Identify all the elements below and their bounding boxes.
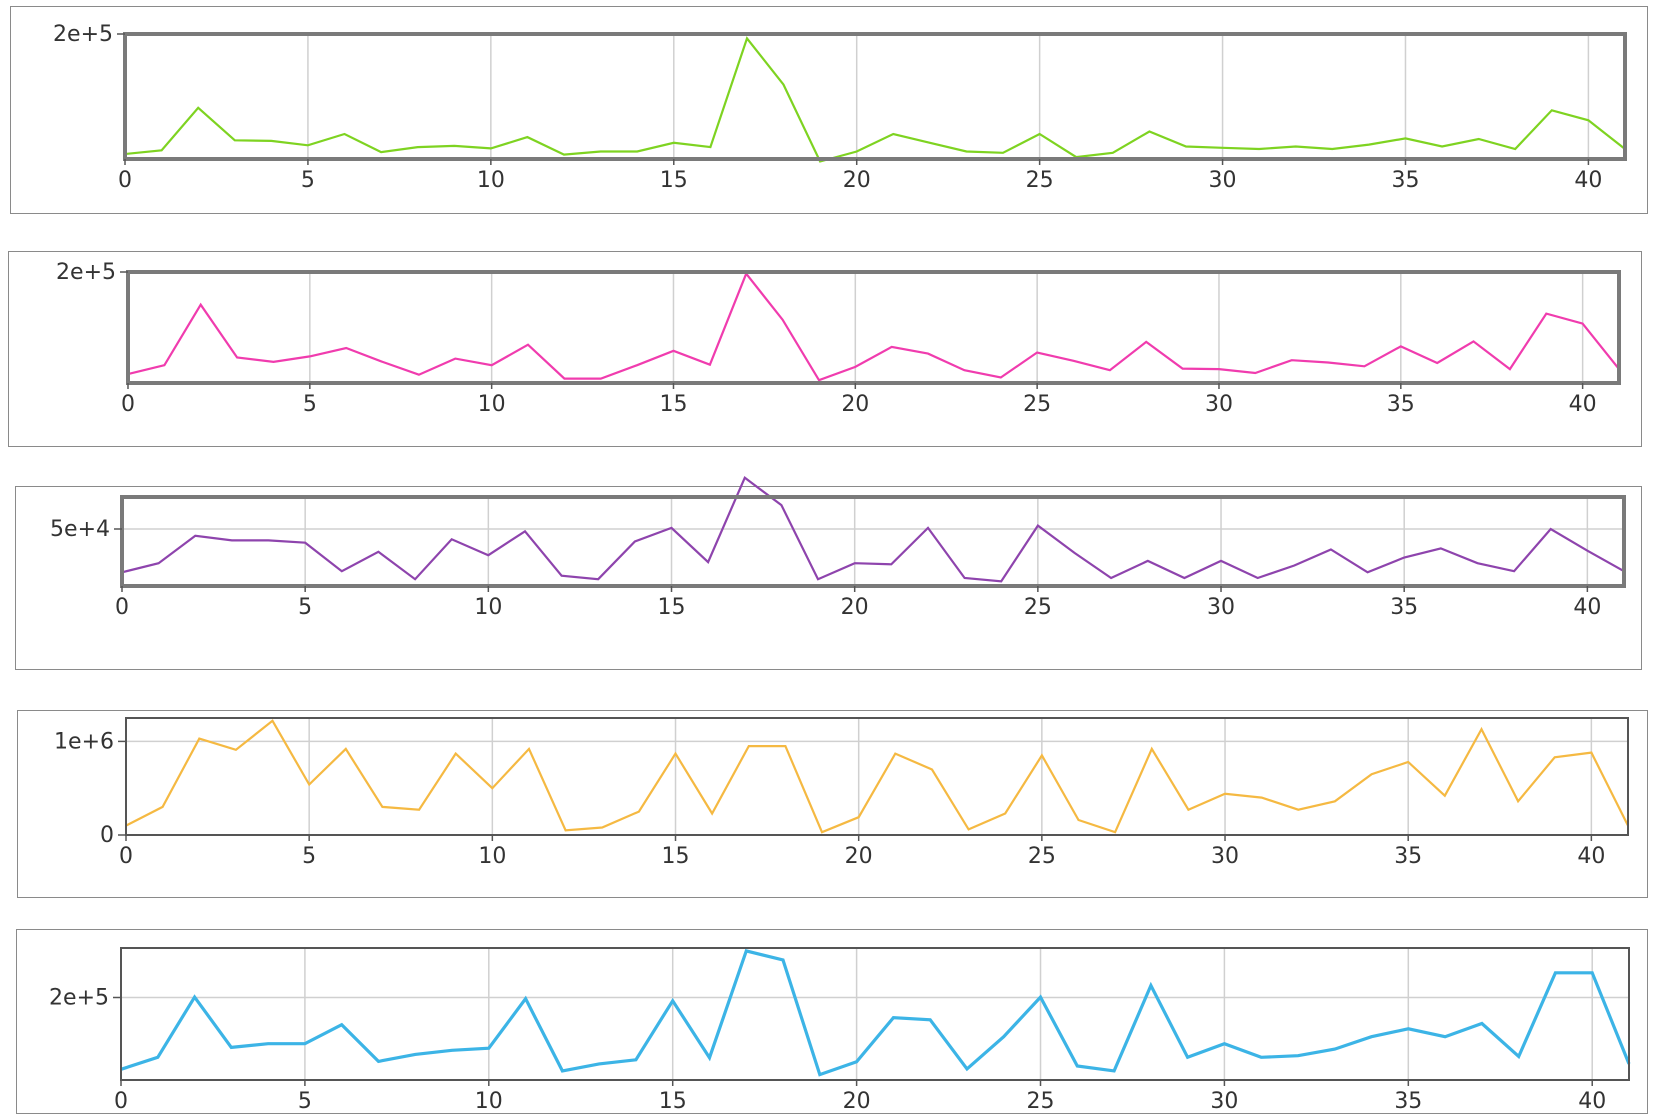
x-tick-label-35: 35 [1394,844,1422,869]
x-tick-label-30: 30 [1210,1089,1238,1114]
chart-panel-pink: 0 5 10 15 20 25 30 35 40 2e+5 [8,251,1642,447]
x-tick-label-10: 10 [478,392,506,417]
x-tick-label-25: 25 [1023,392,1051,417]
series-line [120,948,1631,1077]
series-line [124,36,1626,163]
chart-panel-green: 0 5 10 15 20 25 30 35 40 2e+5 [10,6,1648,214]
x-tick-label-30: 30 [1211,844,1239,869]
x-tick-label-35: 35 [1390,595,1418,620]
y-tick-label-2e+5: 2e+5 [49,986,109,1011]
x-tick-label-25: 25 [1028,844,1056,869]
x-tick-label-20: 20 [841,595,869,620]
x-tick-label-25: 25 [1024,595,1052,620]
x-tick-label-5: 5 [298,595,312,620]
grid-lines [121,948,1629,1080]
grid-lines [309,272,1584,383]
y-tick-label-2e+5: 2e+5 [53,22,113,47]
plot-frame [126,270,1621,385]
x-tick-label-40: 40 [1574,168,1602,193]
plot-frame [120,495,1626,588]
x-tick-label-10: 10 [477,168,505,193]
x-tick-label-35: 35 [1394,1089,1422,1114]
data-points [124,38,1626,162]
y-tick-label-5e+4: 5e+4 [50,517,110,542]
y-tick-label-1e+6: 1e+6 [54,729,114,754]
series-line [125,719,1629,834]
x-tick-label-30: 30 [1209,168,1237,193]
line-chart-purple: 0 5 10 15 20 25 30 35 40 5e+4 [50,475,1626,620]
x-tick-label-10: 10 [475,1089,503,1114]
x-tick-label-0: 0 [114,1089,128,1114]
line-chart-green: 0 5 10 15 20 25 30 35 40 2e+5 [53,22,1627,193]
x-tick-label-40: 40 [1577,844,1605,869]
x-tick-label-20: 20 [841,392,869,417]
x-tick-label-5: 5 [302,844,316,869]
x-tick-label-35: 35 [1391,168,1419,193]
x-tick-label-15: 15 [659,1089,687,1114]
x-tick-label-15: 15 [658,595,686,620]
chart-panel-orange: 0 5 10 15 20 25 30 35 40 0 1e+6 [17,710,1648,898]
x-tick-label-5: 5 [298,1089,312,1114]
grid-lines [307,34,1590,159]
grid-lines [122,497,1624,586]
x-tick-label-40: 40 [1569,392,1597,417]
line-chart-blue: 0 5 10 15 20 25 30 35 40 2e+5 [49,947,1631,1114]
x-tick-label-15: 15 [662,844,690,869]
x-tick-label-15: 15 [659,392,687,417]
line-chart-orange: 0 5 10 15 20 25 30 35 40 0 1e+6 [54,717,1629,869]
x-tick-label-20: 20 [843,168,871,193]
x-tick-label-30: 30 [1205,392,1233,417]
x-tick-label-5: 5 [303,392,317,417]
x-tick-label-10: 10 [474,595,502,620]
x-tick-label-20: 20 [845,844,873,869]
series-line [121,475,1625,583]
x-tick-label-35: 35 [1387,392,1415,417]
x-tick-label-40: 40 [1578,1089,1606,1114]
data-points [125,720,1629,833]
x-tick-label-0: 0 [119,844,133,869]
x-tick-label-5: 5 [301,168,315,193]
x-tick-label-10: 10 [478,844,506,869]
x-tick-label-15: 15 [660,168,688,193]
chart-panel-purple: 0 5 10 15 20 25 30 35 40 5e+4 [15,475,1642,670]
data-points [127,273,1620,381]
chart-panel-blue: 0 5 10 15 20 25 30 35 40 2e+5 [16,929,1648,1114]
x-tick-label-25: 25 [1027,1089,1055,1114]
line-chart-pink: 0 5 10 15 20 25 30 35 40 2e+5 [56,260,1621,417]
x-tick-label-40: 40 [1573,595,1601,620]
plot-frame [123,32,1627,161]
plot-frame [125,717,1629,836]
x-tick-label-0: 0 [118,168,132,193]
x-tick-label-0: 0 [121,392,135,417]
grid-lines [126,718,1628,835]
plot-frame [120,947,1630,1081]
x-tick-label-20: 20 [843,1089,871,1114]
data-points [120,950,1630,1075]
y-tick-label-2e+5: 2e+5 [56,260,116,285]
x-tick-label-0: 0 [115,595,129,620]
series-line [127,271,1620,382]
x-tick-label-25: 25 [1026,168,1054,193]
x-tick-label-30: 30 [1207,595,1235,620]
y-tick-label-0: 0 [100,823,114,848]
